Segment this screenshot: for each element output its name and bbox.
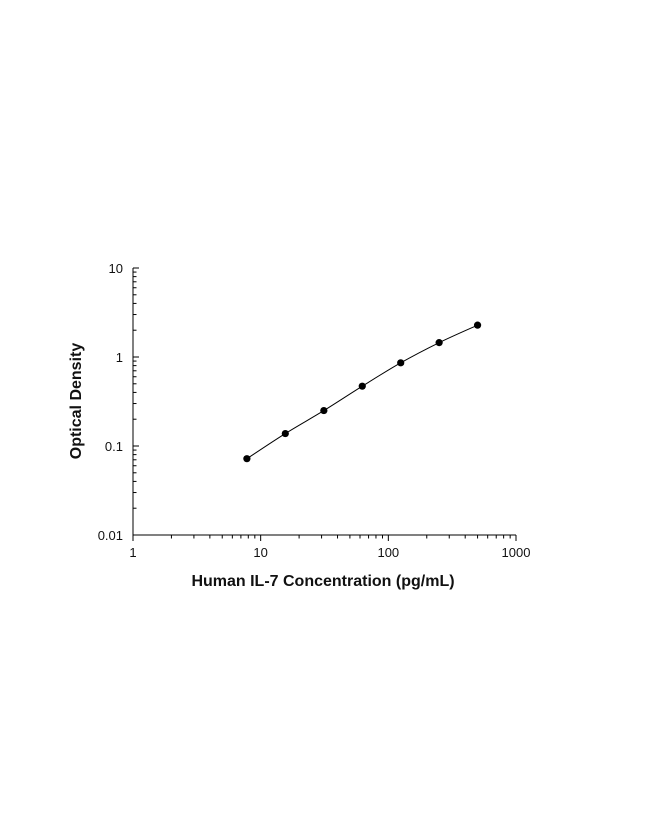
fitted-curve-line: [246, 324, 478, 460]
data-point: [435, 339, 443, 347]
data-points: [243, 321, 482, 463]
x-tick-label: 1: [129, 545, 136, 560]
data-point: [281, 429, 289, 438]
y-tick-label: 10: [109, 261, 123, 276]
x-tick-label: 10: [253, 545, 267, 560]
y-axis-title: Optical Density: [68, 343, 85, 460]
data-point: [473, 321, 482, 329]
y-tick-label: 0.01: [98, 528, 123, 543]
data-point: [320, 406, 328, 415]
data-point: [397, 359, 405, 367]
tick-labels: 1 10 100 1000 0.01 0.1 1 10: [98, 261, 531, 560]
x-tick-label: 100: [377, 545, 399, 560]
axes: [132, 268, 516, 536]
data-point: [243, 455, 251, 463]
y-tick-label: 0.1: [105, 439, 123, 454]
y-tick-label: 1: [116, 350, 123, 365]
data-point: [358, 382, 366, 390]
x-tick-label: 1000: [502, 545, 531, 560]
x-axis-title: Human IL-7 Concentration (pg/mL): [191, 573, 454, 590]
ticks: [132, 267, 517, 541]
